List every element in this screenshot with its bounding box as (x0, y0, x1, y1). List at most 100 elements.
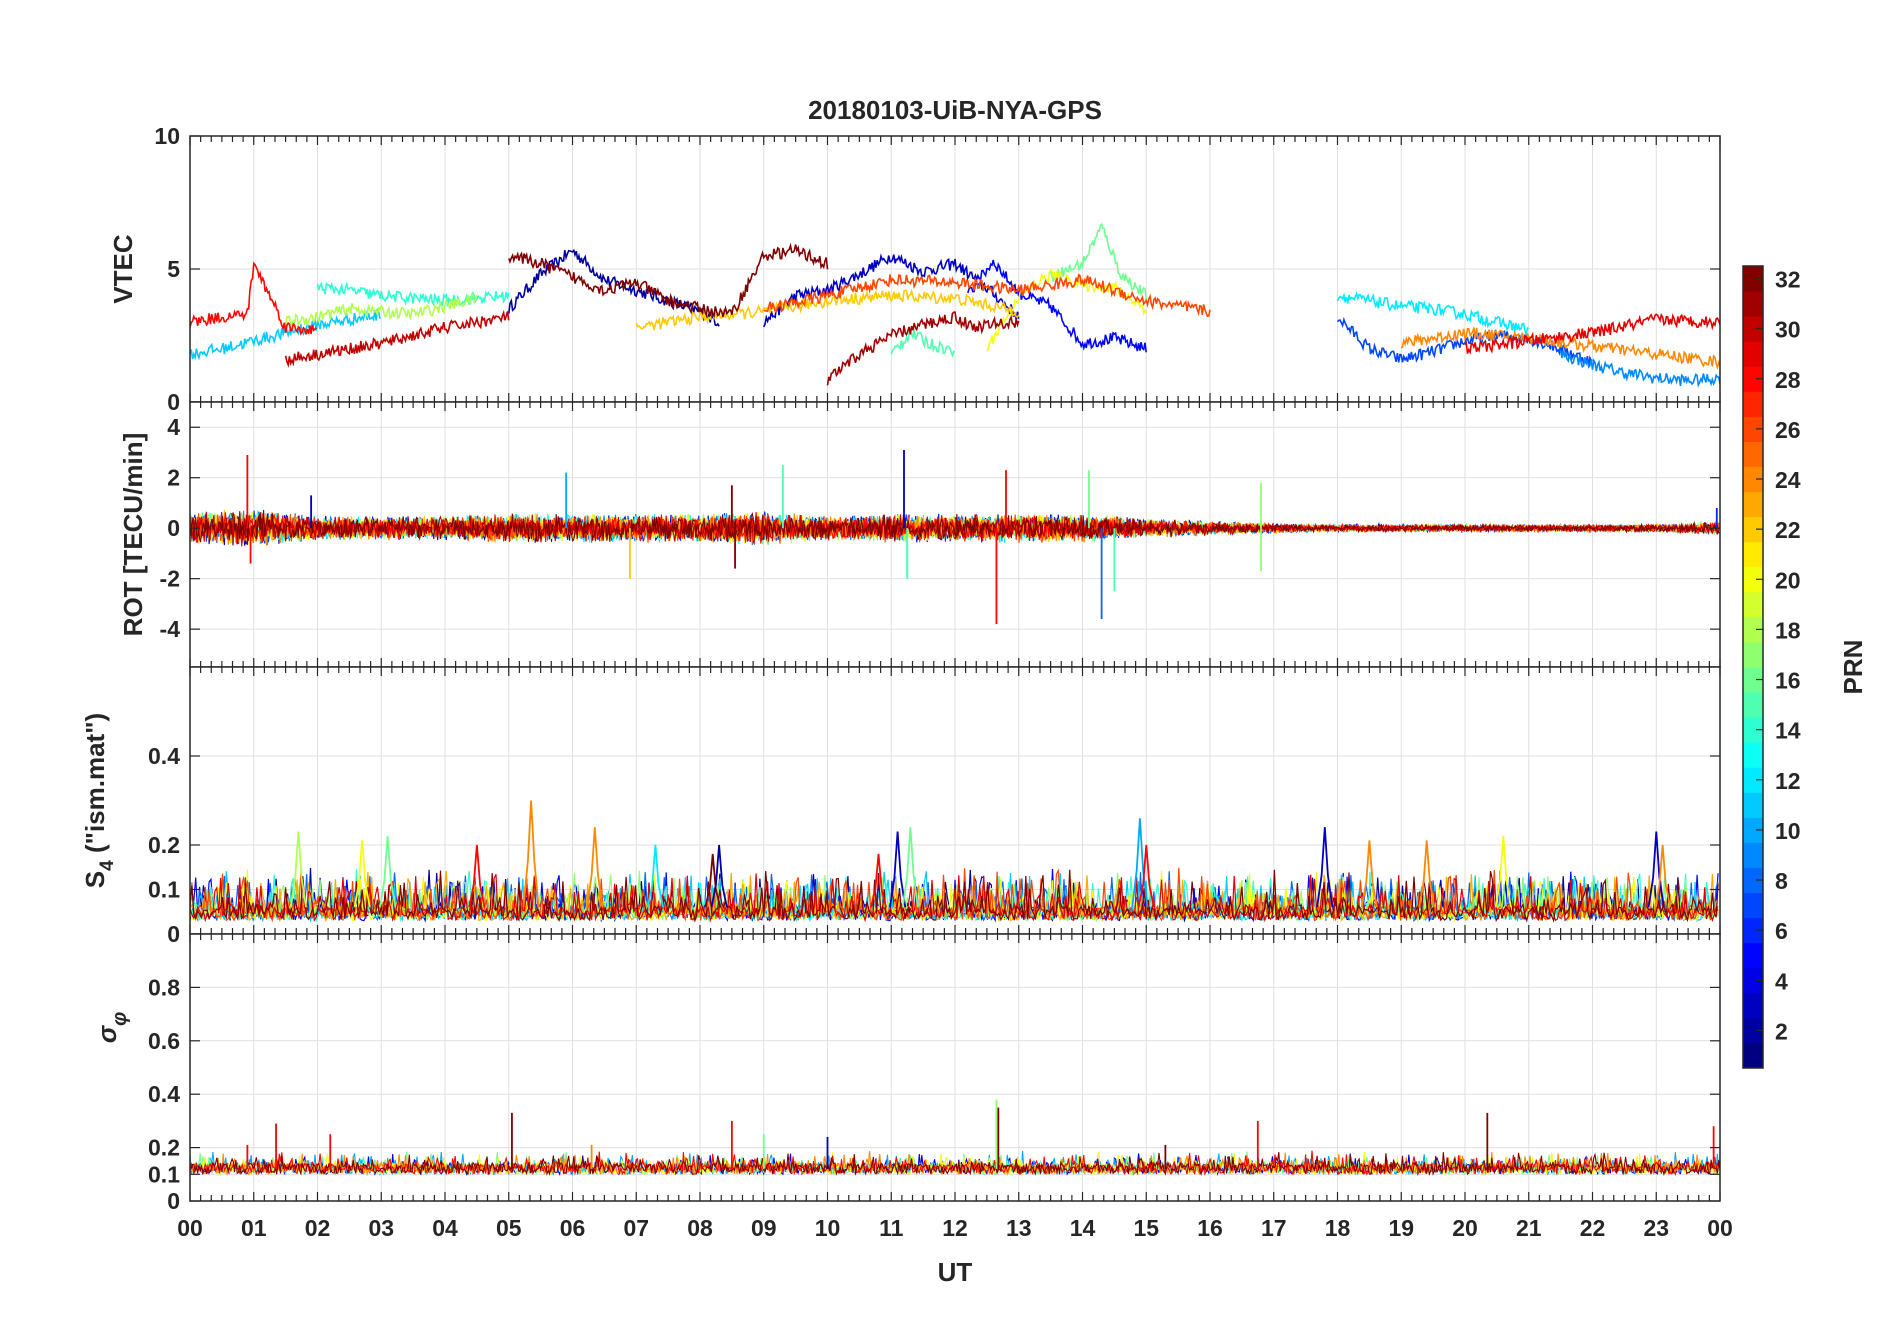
vtec-series-prn-29 (1464, 312, 1720, 355)
colorbar-tick-label: 8 (1775, 868, 1788, 894)
vtec-series-prn-9 (1559, 350, 1720, 388)
s4-series-prn-20 (190, 869, 1719, 923)
x-axis: 00 01 02 03 04 05 06 07 08 09 10 11 12 13 14 15 16 17 18 19… (177, 1215, 1733, 1241)
colorbar-tick-label: 28 (1775, 367, 1801, 393)
colorbar-swatch (1743, 316, 1763, 342)
vtec-series-prn-7 (1336, 316, 1593, 367)
vtec-series-prn-30 (284, 309, 510, 368)
x-axis-label: UT (938, 1257, 973, 1287)
x-tick-label: 23 (1643, 1215, 1669, 1241)
s4-data (190, 800, 1719, 923)
s4-spike (522, 800, 540, 908)
rot-series-prn-32 (190, 509, 1720, 545)
x-tick-label: 12 (942, 1215, 968, 1241)
colorbar-swatch (1743, 341, 1763, 367)
colorbar-swatch (1743, 641, 1763, 668)
s4-series-prn-32 (190, 869, 1719, 923)
s4-spike (704, 853, 722, 908)
s4-spike (901, 827, 919, 908)
vtec-data (190, 222, 1720, 388)
colorbar-tick-label: 18 (1775, 617, 1801, 643)
y-axis-label: S4 ("ism.mat") (80, 713, 118, 888)
colorbar-tick-label: 2 (1775, 1018, 1788, 1044)
colorbar-swatch (1743, 867, 1763, 894)
colorbar-frame (1742, 265, 1764, 1069)
x-tick-label: 03 (368, 1215, 394, 1241)
colorbar-swatch (1743, 992, 1763, 1019)
colorbar-tick-label: 4 (1775, 968, 1788, 994)
panel-vtec: 0 5 10 VTEC (108, 123, 1721, 415)
colorbar-swatch (1743, 566, 1763, 593)
colorbar-swatch (1743, 541, 1763, 568)
s4-series-prn-23 (190, 871, 1719, 923)
vtec-series-prn-16 (1049, 222, 1147, 300)
colorbar-swatch (1743, 792, 1763, 818)
colorbar-swatch (1743, 416, 1763, 442)
y-tick-label: 0.4 (148, 743, 180, 769)
colorbar-tick-label: 16 (1775, 668, 1801, 694)
vtec-series-prn-15 (890, 329, 956, 359)
y-tick-label: 0.4 (148, 1081, 180, 1107)
x-tick-label: 01 (241, 1215, 267, 1241)
colorbar-swatch (1743, 1017, 1763, 1044)
y-tick-label: 4 (167, 414, 180, 440)
panel-sigma_phi: 00.10.2 0.4 0.6 0.8 σφ (92, 933, 1721, 1214)
colorbar-swatch (1743, 767, 1763, 793)
colorbar-swatch (1743, 717, 1763, 743)
s4-spike (1654, 844, 1672, 908)
s4-spike (586, 827, 604, 908)
colorbar-tick-label: 32 (1775, 267, 1801, 293)
x-tick-label: 06 (560, 1215, 586, 1241)
colorbar-label: PRN (1838, 640, 1868, 695)
x-tick-label: 00 (1707, 1215, 1733, 1241)
x-tick-label: 20 (1452, 1215, 1478, 1241)
colorbar-swatch (1743, 842, 1763, 868)
y-tick-label: 0 (167, 1188, 180, 1214)
panel-s4: 0 0.1 0.2 0.4 S4 ("ism.mat") (80, 666, 1721, 947)
panel-rot: -4 -2 0 2 4 ROT [TECU/min] (118, 401, 1721, 668)
x-tick-label: 18 (1325, 1215, 1351, 1241)
vtec-series-prn-31 (826, 311, 1020, 386)
x-tick-label: 16 (1197, 1215, 1223, 1241)
colorbar-swatch (1743, 591, 1763, 618)
vtec-series-prn-22 (635, 288, 1020, 331)
y-tick-label: 10 (154, 123, 180, 149)
colorbar-tick-label: 20 (1775, 567, 1801, 593)
vtec-series-prn-14 (316, 281, 510, 308)
s4-spike (1647, 831, 1665, 908)
colorbar-swatch (1743, 942, 1763, 969)
y-axis-label: σφ (92, 1012, 131, 1043)
vtec-series-prn-18 (284, 293, 478, 328)
y-tick-label: 0.1 (148, 877, 180, 903)
s4-spike (889, 831, 907, 908)
s4-spike (1418, 840, 1436, 908)
colorbar-swatch (1743, 692, 1763, 718)
y-tick-label: 5 (167, 256, 180, 282)
sigma_phi-data (190, 1099, 1720, 1177)
s4-spike (468, 844, 486, 908)
x-tick-label: 10 (815, 1215, 841, 1241)
x-tick-label: 04 (432, 1215, 458, 1241)
colorbar-swatch (1743, 892, 1763, 919)
colorbar-swatch (1743, 366, 1763, 392)
x-tick-label: 17 (1261, 1215, 1287, 1241)
colorbar-swatch (1743, 917, 1763, 944)
x-tick-label: 07 (623, 1215, 649, 1241)
colorbar-swatch (1743, 1042, 1763, 1069)
s4-spike (710, 844, 728, 908)
x-tick-label: 11 (879, 1215, 904, 1241)
colorbar-swatch (1743, 441, 1763, 467)
x-tick-label: 22 (1580, 1215, 1606, 1241)
colorbar-swatch (1743, 967, 1763, 994)
colorbar-tick-label: 10 (1775, 818, 1801, 844)
y-axis-label: ROT [TECU/min] (118, 433, 148, 637)
vtec-series-prn-5 (967, 259, 1147, 353)
s4-spike (379, 836, 397, 908)
colorbar-swatch (1743, 391, 1763, 417)
colorbar-tick-label: 14 (1775, 718, 1801, 744)
colorbar-swatch (1743, 616, 1763, 643)
x-tick-label: 19 (1388, 1215, 1414, 1241)
